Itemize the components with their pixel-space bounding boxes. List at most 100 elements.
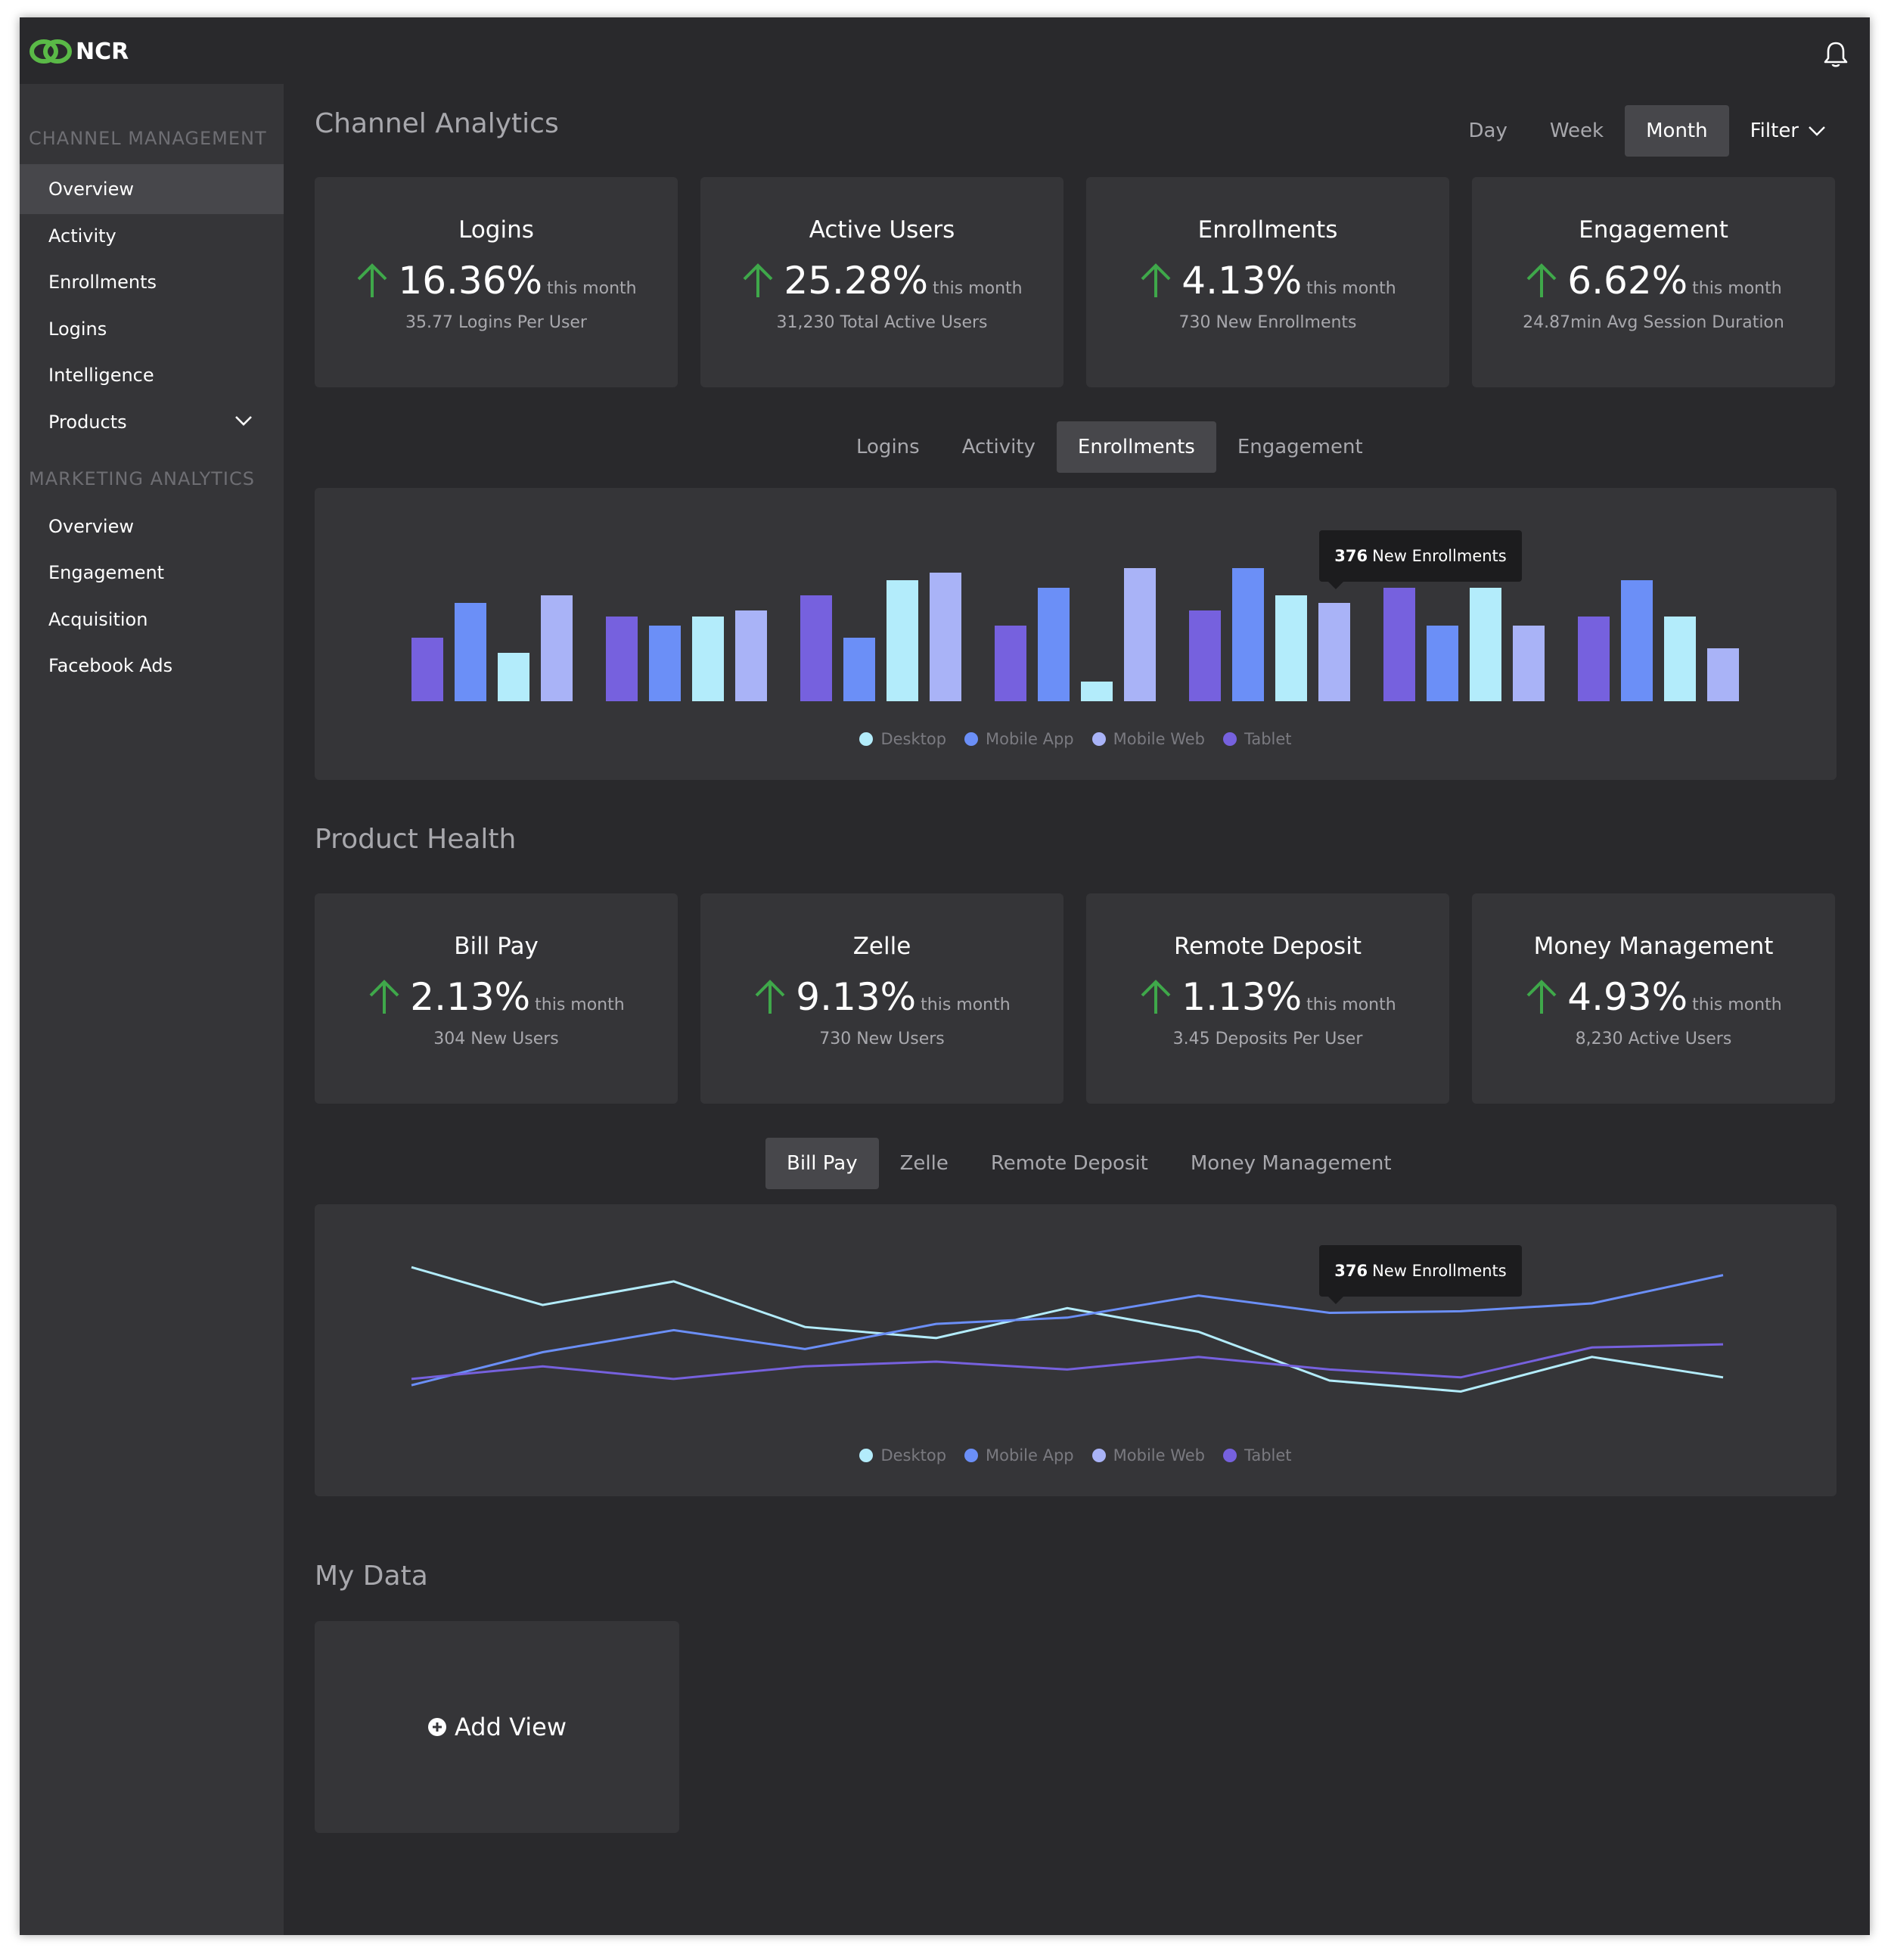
bar-mobile-web-3[interactable] [930,573,961,701]
legend-tablet[interactable]: Tablet [1223,730,1292,748]
tooltip-label: New Enrollments [1372,1262,1507,1280]
stat-card-bill-pay[interactable]: Bill Pay 2.13% this month 304 New Users [315,893,678,1104]
bar-tablet-4[interactable] [995,626,1026,701]
tab-remote-deposit[interactable]: Remote Deposit [990,1152,1148,1175]
bar-tablet-3[interactable] [800,595,832,701]
legend-dot [964,732,979,746]
add-view-button[interactable]: Add View [427,1713,567,1741]
tab-zelle[interactable]: Zelle [899,1152,949,1175]
bar-tablet-5[interactable] [1189,610,1221,701]
sidebar-item-label: Facebook Ads [48,655,173,676]
bar-desktop-4[interactable] [1081,682,1113,701]
card-value: 25.28% [784,259,929,303]
legend-mobile-web[interactable]: Mobile Web [1091,1446,1205,1465]
bar-mobile-web-5[interactable] [1318,603,1350,701]
legend-label: Mobile App [986,730,1074,748]
tab-engagement[interactable]: Engagement [1237,436,1363,458]
bar-tablet-1[interactable] [411,638,443,701]
bar-mobile-app-4[interactable] [1038,588,1070,701]
bar-mobile-app-7[interactable] [1621,580,1653,701]
sidebar-item-label: Logins [48,318,107,340]
bar-desktop-7[interactable] [1664,617,1696,701]
tab-logins[interactable]: Logins [856,436,920,458]
sidebar-item-label: Activity [48,225,116,247]
tab-activity[interactable]: Activity [961,436,1036,458]
sidebar-item-products[interactable]: Products [20,397,284,447]
stat-card-money-management[interactable]: Money Management 4.93% this month 8,230 Act… [1472,893,1835,1104]
legend-label: Tablet [1244,1446,1292,1465]
ncr-logo[interactable]: NCR [29,37,129,66]
sidebar-item-overview[interactable]: Overview [20,164,284,214]
bar-mobile-web-6[interactable] [1513,626,1545,701]
legend-desktop[interactable]: Desktop [859,1446,946,1465]
notification-bell-icon[interactable] [1823,40,1849,69]
legend-label: Mobile Web [1113,730,1205,748]
sidebar-item-label: Intelligence [48,365,154,386]
bar-mobile-web-7[interactable] [1707,648,1739,701]
tab-bill-pay[interactable]: Bill Pay [765,1138,879,1189]
bar-mobile-web-1[interactable] [541,595,573,701]
sidebar-item-intelligence[interactable]: Intelligence [20,350,284,400]
line-mobile-app[interactable] [411,1274,1724,1387]
stat-card-active-users[interactable]: Active Users 25.28% this month 31,230 Total… [700,177,1063,387]
range-day[interactable]: Day [1468,120,1508,142]
stat-card-enrollments[interactable]: Enrollments 4.13% this month 730 New Enroll… [1086,177,1449,387]
card-subtitle: 304 New Users [433,1030,559,1048]
brand-name: NCR [76,38,129,65]
bar-desktop-5[interactable] [1275,595,1307,701]
bar-mobile-web-4[interactable] [1124,568,1156,701]
stat-card-logins[interactable]: Logins 16.36% this month 35.77 Logins Per U… [315,177,678,387]
bar-mobile-app-6[interactable] [1427,626,1458,701]
card-title: Active Users [809,216,955,244]
product-chart-tabs: Bill Pay Zelle Remote Deposit Money Mana… [765,1138,1413,1189]
stat-card-engagement[interactable]: Engagement 6.62% this month 24.87min Avg Se… [1472,177,1835,387]
legend-dot [1091,732,1106,746]
bar-desktop-3[interactable] [887,580,918,701]
product-line-chart: 376 New Enrollments Desktop Mobile App M… [315,1204,1837,1496]
add-view-card[interactable]: Add View [315,1621,679,1833]
tab-money-management[interactable]: Money Management [1190,1152,1392,1175]
bar-mobile-web-2[interactable] [735,610,767,701]
filter-dropdown[interactable]: Filter [1729,105,1847,157]
legend-desktop[interactable]: Desktop [859,730,946,748]
sidebar-item-label: Engagement [48,562,165,583]
bar-chart-plot [411,568,1739,701]
bar-mobile-app-3[interactable] [843,638,875,701]
sidebar-item-enrollments[interactable]: Enrollments [20,257,284,307]
plus-circle-icon [427,1718,446,1736]
bar-desktop-1[interactable] [498,653,529,701]
bar-tablet-7[interactable] [1578,617,1610,701]
line-tablet[interactable] [411,1343,1724,1381]
legend-mobile-web[interactable]: Mobile Web [1091,730,1205,748]
stat-card-remote-deposit[interactable]: Remote Deposit 1.13% this month 3.45 Deposi… [1086,893,1449,1104]
bar-desktop-2[interactable] [692,617,724,701]
tooltip-label: New Enrollments [1372,547,1507,565]
card-title: Money Management [1533,933,1774,960]
bar-mobile-app-1[interactable] [455,603,486,701]
sidebar-item-marketing-overview[interactable]: Overview [20,502,284,551]
sidebar-item-engagement[interactable]: Engagement [20,548,284,598]
bar-mobile-app-2[interactable] [649,626,681,701]
card-value: 4.93% [1567,975,1688,1019]
stat-card-zelle[interactable]: Zelle 9.13% this month 730 New Users [700,893,1063,1104]
bar-tablet-6[interactable] [1383,588,1415,701]
legend-tablet[interactable]: Tablet [1223,1446,1292,1465]
chart-legend: Desktop Mobile App Mobile Web Tablet [315,730,1837,748]
legend-mobile-app[interactable]: Mobile App [964,730,1074,748]
sidebar-item-activity[interactable]: Activity [20,211,284,261]
bar-tablet-2[interactable] [606,617,638,701]
bar-desktop-6[interactable] [1470,588,1501,701]
sidebar-item-label: Products [48,412,127,433]
bar-mobile-app-5[interactable] [1232,568,1264,701]
sidebar-item-facebook-ads[interactable]: Facebook Ads [20,641,284,691]
sidebar-item-label: Acquisition [48,609,148,630]
tab-enrollments[interactable]: Enrollments [1056,421,1216,473]
chart-tooltip: 376 New Enrollments [1319,530,1522,589]
legend-mobile-app[interactable]: Mobile App [964,1446,1074,1465]
sidebar-item-acquisition[interactable]: Acquisition [20,595,284,645]
line-desktop[interactable] [411,1266,1724,1393]
range-week[interactable]: Week [1549,120,1604,142]
sidebar-item-logins[interactable]: Logins [20,304,284,354]
range-month[interactable]: Month [1625,105,1729,157]
channel-chart-tabs: Logins Activity Enrollments Engagement [835,421,1384,473]
